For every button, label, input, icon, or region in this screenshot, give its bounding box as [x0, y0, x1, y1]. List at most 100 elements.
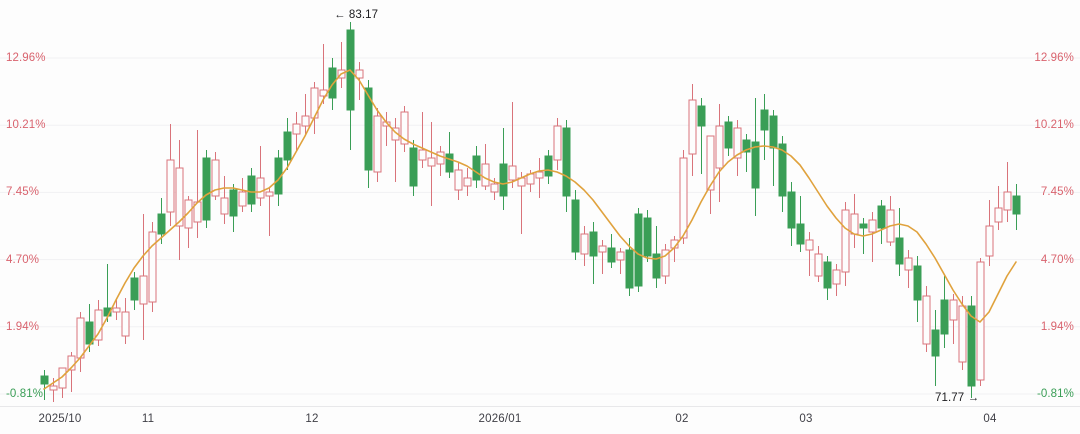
candlestick[interactable]	[139, 214, 148, 340]
candlestick[interactable]	[40, 370, 49, 400]
candlestick[interactable]	[895, 208, 904, 276]
candlestick[interactable]	[184, 196, 193, 248]
candlestick[interactable]	[292, 112, 301, 152]
y-axis-tick-label: 7.45%	[6, 186, 40, 199]
candlestick[interactable]	[373, 108, 382, 182]
candlestick[interactable]	[400, 106, 409, 152]
candlestick[interactable]	[247, 168, 256, 212]
candlestick[interactable]	[715, 104, 724, 202]
candlestick[interactable]	[805, 232, 814, 276]
candlestick[interactable]	[112, 298, 121, 320]
candle-body	[490, 183, 499, 193]
candlestick[interactable]	[148, 222, 157, 312]
candle-body	[643, 217, 652, 257]
candlestick[interactable]	[751, 98, 760, 216]
candlestick[interactable]	[418, 112, 427, 168]
candlestick[interactable]	[706, 135, 715, 214]
candlestick[interactable]	[598, 240, 607, 274]
candlestick[interactable]	[841, 202, 850, 286]
candlestick[interactable]	[1003, 162, 1012, 222]
candlestick[interactable]	[94, 300, 103, 346]
candlestick[interactable]	[283, 118, 292, 170]
candlestick[interactable]	[634, 208, 643, 292]
candlestick[interactable]	[220, 176, 229, 224]
candlestick[interactable]	[607, 234, 616, 268]
candlestick[interactable]	[643, 210, 652, 262]
candlestick-series[interactable]	[0, 0, 1080, 406]
candlestick[interactable]	[391, 118, 400, 182]
y-axis-tick-label: 12.96%	[1034, 52, 1074, 64]
candle-body	[562, 127, 571, 197]
candlestick[interactable]	[778, 136, 787, 212]
candlestick[interactable]	[481, 144, 490, 190]
candlestick[interactable]	[544, 150, 553, 184]
candlestick[interactable]	[652, 226, 661, 288]
candlestick[interactable]	[823, 256, 832, 300]
candle-body	[166, 159, 175, 213]
candlestick[interactable]	[445, 132, 454, 178]
candlestick[interactable]	[904, 250, 913, 288]
candlestick[interactable]	[238, 178, 247, 212]
candlestick[interactable]	[877, 200, 886, 244]
candlestick[interactable]	[580, 226, 589, 266]
candlestick[interactable]	[175, 140, 184, 260]
candlestick[interactable]	[796, 196, 805, 252]
candlestick[interactable]	[940, 276, 949, 348]
candlestick[interactable]	[688, 84, 697, 176]
candlestick[interactable]	[364, 80, 373, 188]
candle-body	[805, 239, 814, 251]
candlestick[interactable]	[166, 124, 175, 226]
candlestick[interactable]	[967, 296, 976, 398]
candlestick[interactable]	[562, 120, 571, 212]
candlestick[interactable]	[616, 248, 625, 274]
candlestick[interactable]	[1012, 184, 1021, 230]
candlestick[interactable]	[985, 200, 994, 266]
candlestick[interactable]	[256, 146, 265, 206]
candlestick[interactable]	[571, 190, 580, 260]
candlestick[interactable]	[931, 310, 940, 386]
candlestick[interactable]	[301, 94, 310, 136]
candle-body	[40, 375, 49, 385]
candlestick[interactable]	[733, 120, 742, 176]
candlestick[interactable]	[130, 272, 139, 310]
candle-body	[931, 329, 940, 357]
candlestick[interactable]	[499, 128, 508, 210]
candlestick[interactable]	[427, 122, 436, 206]
candlestick[interactable]	[679, 150, 688, 244]
candlestick[interactable]	[913, 256, 922, 322]
candlestick[interactable]	[229, 184, 238, 232]
candlestick[interactable]	[742, 134, 751, 172]
candlestick[interactable]	[814, 246, 823, 282]
candlestick[interactable]	[553, 118, 562, 170]
candlestick[interactable]	[922, 286, 931, 352]
candlestick[interactable]	[211, 152, 220, 200]
candlestick[interactable]	[832, 264, 841, 296]
candlestick[interactable]	[697, 98, 706, 174]
candlestick[interactable]	[994, 186, 1003, 230]
candlestick[interactable]	[463, 168, 472, 196]
candlestick[interactable]	[589, 222, 598, 284]
candlestick[interactable]	[868, 212, 877, 262]
candlestick[interactable]	[625, 238, 634, 296]
ma-line-path	[43, 69, 1017, 390]
candlestick[interactable]	[157, 198, 166, 244]
candlestick[interactable]	[508, 102, 517, 188]
candle-body	[229, 189, 238, 217]
candlestick[interactable]	[724, 116, 733, 156]
candlestick[interactable]	[121, 298, 130, 344]
y-axis-tick-label: 1.94%	[6, 320, 40, 333]
candlestick[interactable]	[472, 146, 481, 188]
plot-area[interactable]: 12.96% 10.21% 7.45% 4.70% 1.94% -0.81% 12.96%…	[0, 0, 1080, 406]
candlestick[interactable]	[265, 188, 274, 236]
candlestick[interactable]	[202, 150, 211, 228]
candle-body	[202, 157, 211, 221]
candlestick[interactable]	[760, 94, 769, 160]
candle-body	[175, 167, 184, 227]
candlestick[interactable]	[454, 162, 463, 200]
candlestick[interactable]	[787, 182, 796, 246]
candlestick[interactable]	[535, 158, 544, 198]
candlestick[interactable]	[949, 294, 958, 344]
candlestick[interactable]	[409, 140, 418, 196]
candlestick[interactable]	[661, 244, 670, 284]
